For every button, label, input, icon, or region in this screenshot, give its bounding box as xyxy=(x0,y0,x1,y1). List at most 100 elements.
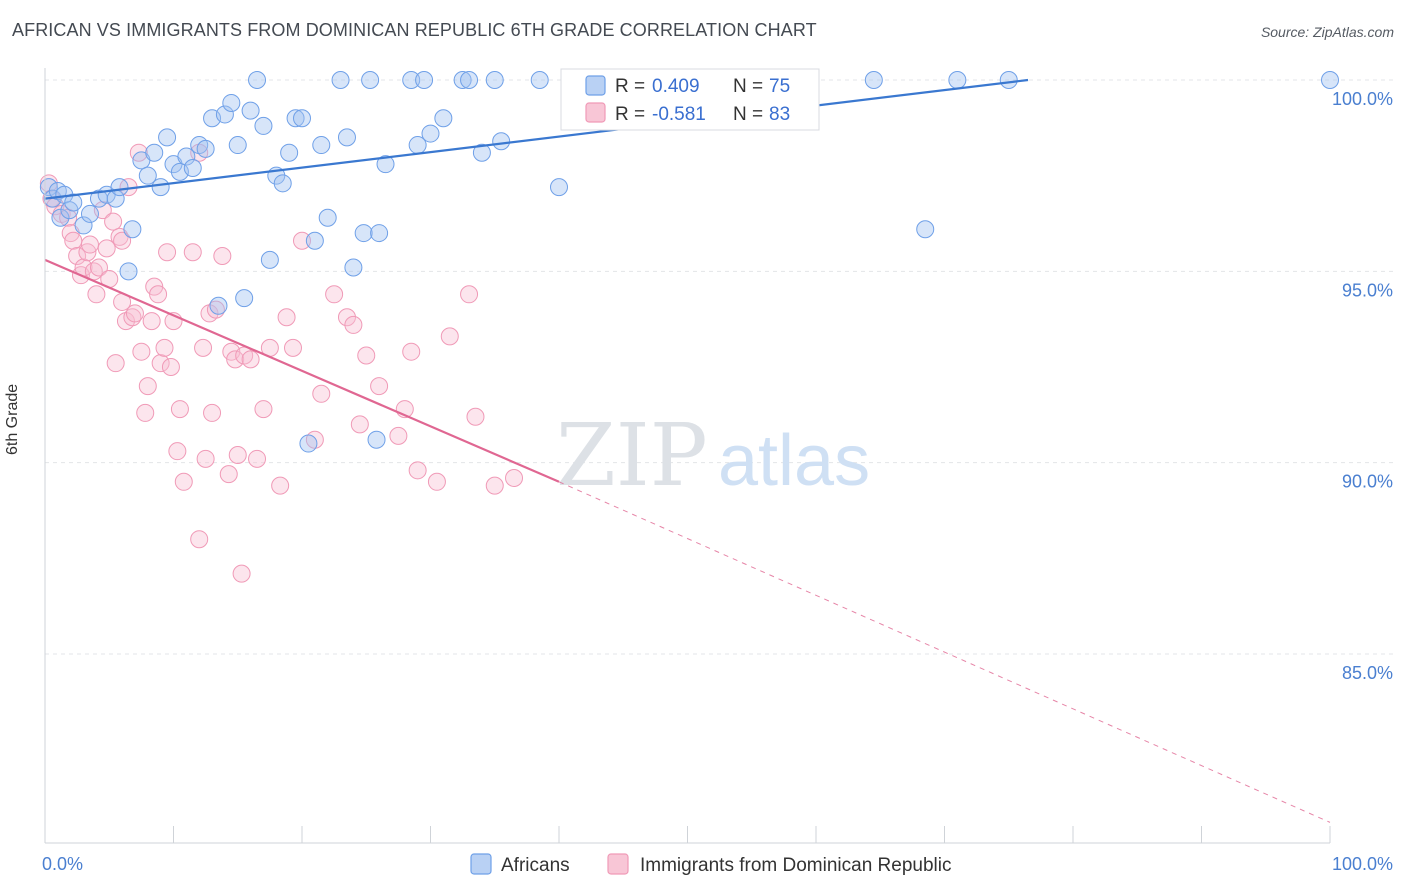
african-point xyxy=(145,143,164,162)
african-point xyxy=(344,258,363,277)
dominican-point xyxy=(113,231,132,250)
y-axis-label: 6th Grade xyxy=(4,383,21,455)
african-point xyxy=(312,136,331,155)
dominican-point xyxy=(151,354,170,373)
dominican-trend-line xyxy=(44,258,560,483)
african-point xyxy=(286,109,305,128)
dominican-point xyxy=(138,377,157,396)
african-point xyxy=(280,143,299,162)
african-point xyxy=(158,128,177,147)
legend-n-label-2: N = xyxy=(733,104,763,125)
african-point xyxy=(299,434,318,453)
chart-title: AFRICAN VS IMMIGRANTS FROM DOMINICAN REP… xyxy=(12,20,817,40)
dominican-point xyxy=(168,442,187,461)
watermark: ZIP atlas xyxy=(556,406,870,506)
african-point xyxy=(215,105,234,124)
dominican-point xyxy=(97,239,116,258)
african-point xyxy=(434,109,453,128)
dominican-point xyxy=(485,476,504,495)
african-point xyxy=(999,71,1018,89)
african-point xyxy=(80,204,99,223)
dominican-point xyxy=(89,258,108,277)
african-point xyxy=(354,224,373,243)
y-tick-label: 95.0% xyxy=(1342,280,1393,300)
dominican-point xyxy=(271,476,290,495)
african-point xyxy=(177,147,196,166)
dominican-point xyxy=(196,449,215,468)
african-trend-line xyxy=(44,78,1029,200)
series-legend-label-africans: Africans xyxy=(501,855,570,876)
african-point xyxy=(228,136,247,155)
dominican-point xyxy=(190,530,209,549)
dominican-point xyxy=(408,461,427,480)
african-point xyxy=(402,71,421,89)
dominican-point xyxy=(203,403,222,422)
dominican-point xyxy=(427,472,446,491)
series-legend-swatch-africans xyxy=(470,853,492,875)
dominican-point xyxy=(254,400,273,419)
dominican-point xyxy=(440,327,459,346)
african-point xyxy=(123,220,142,239)
dominican-point xyxy=(174,472,193,491)
african-points xyxy=(39,71,1339,453)
dominican-point xyxy=(132,342,151,361)
african-point xyxy=(337,128,356,147)
series-legend: Africans Immigrants from Dominican Repub… xyxy=(470,853,952,876)
source-label: Source: ZipAtlas.com xyxy=(1260,24,1394,40)
dominican-point xyxy=(325,285,344,304)
dominican-point xyxy=(226,350,245,369)
dominican-point xyxy=(460,285,479,304)
legend-r-label-2: R = xyxy=(615,104,645,125)
y-tick-label: 90.0% xyxy=(1342,472,1393,492)
african-point xyxy=(453,71,472,89)
y-tick-label: 85.0% xyxy=(1342,663,1393,683)
african-point xyxy=(361,71,380,89)
legend-r-value-1: 0.409 xyxy=(652,76,700,97)
dominican-points xyxy=(39,143,524,583)
dominican-point xyxy=(337,308,356,327)
dominican-point xyxy=(136,403,155,422)
dominican-point xyxy=(241,350,260,369)
african-point xyxy=(74,216,93,235)
dominican-trend-extension xyxy=(558,481,1331,823)
legend-n-label-1: N = xyxy=(733,76,763,97)
dominican-point xyxy=(80,235,99,254)
watermark-atlas: atlas xyxy=(718,421,870,501)
african-point xyxy=(151,178,170,197)
legend-n-value-1: 75 xyxy=(769,76,790,97)
african-point xyxy=(550,178,568,197)
african-point xyxy=(64,193,83,212)
african-point xyxy=(472,143,491,162)
dominican-point xyxy=(350,415,369,434)
african-point xyxy=(530,71,549,89)
african-point xyxy=(916,220,935,239)
dominican-point xyxy=(104,212,123,231)
dominican-point xyxy=(142,312,161,331)
series-legend-label-dominican: Immigrants from Dominican Republic xyxy=(640,855,952,876)
african-point xyxy=(370,224,389,243)
dominican-point xyxy=(158,243,177,262)
legend-n-value-2: 83 xyxy=(769,104,790,125)
african-point xyxy=(254,116,273,135)
african-point xyxy=(1321,71,1339,89)
african-point xyxy=(948,71,967,89)
dominican-point xyxy=(183,243,202,262)
african-point xyxy=(367,430,386,449)
african-point xyxy=(485,71,504,89)
african-point xyxy=(415,71,434,89)
african-point xyxy=(293,109,311,128)
x-tick-label: 100.0% xyxy=(1332,854,1393,874)
dominican-point xyxy=(312,384,331,403)
african-point xyxy=(222,93,241,112)
dominican-point xyxy=(284,338,303,357)
african-point xyxy=(460,71,479,89)
series-legend-swatch-dominican xyxy=(607,853,629,875)
dominican-point xyxy=(68,247,87,266)
african-point xyxy=(273,174,292,193)
dominican-point xyxy=(213,247,232,266)
dominican-point xyxy=(293,231,311,250)
dominican-point xyxy=(170,400,189,419)
african-point xyxy=(318,208,337,227)
dominican-point xyxy=(357,346,376,365)
